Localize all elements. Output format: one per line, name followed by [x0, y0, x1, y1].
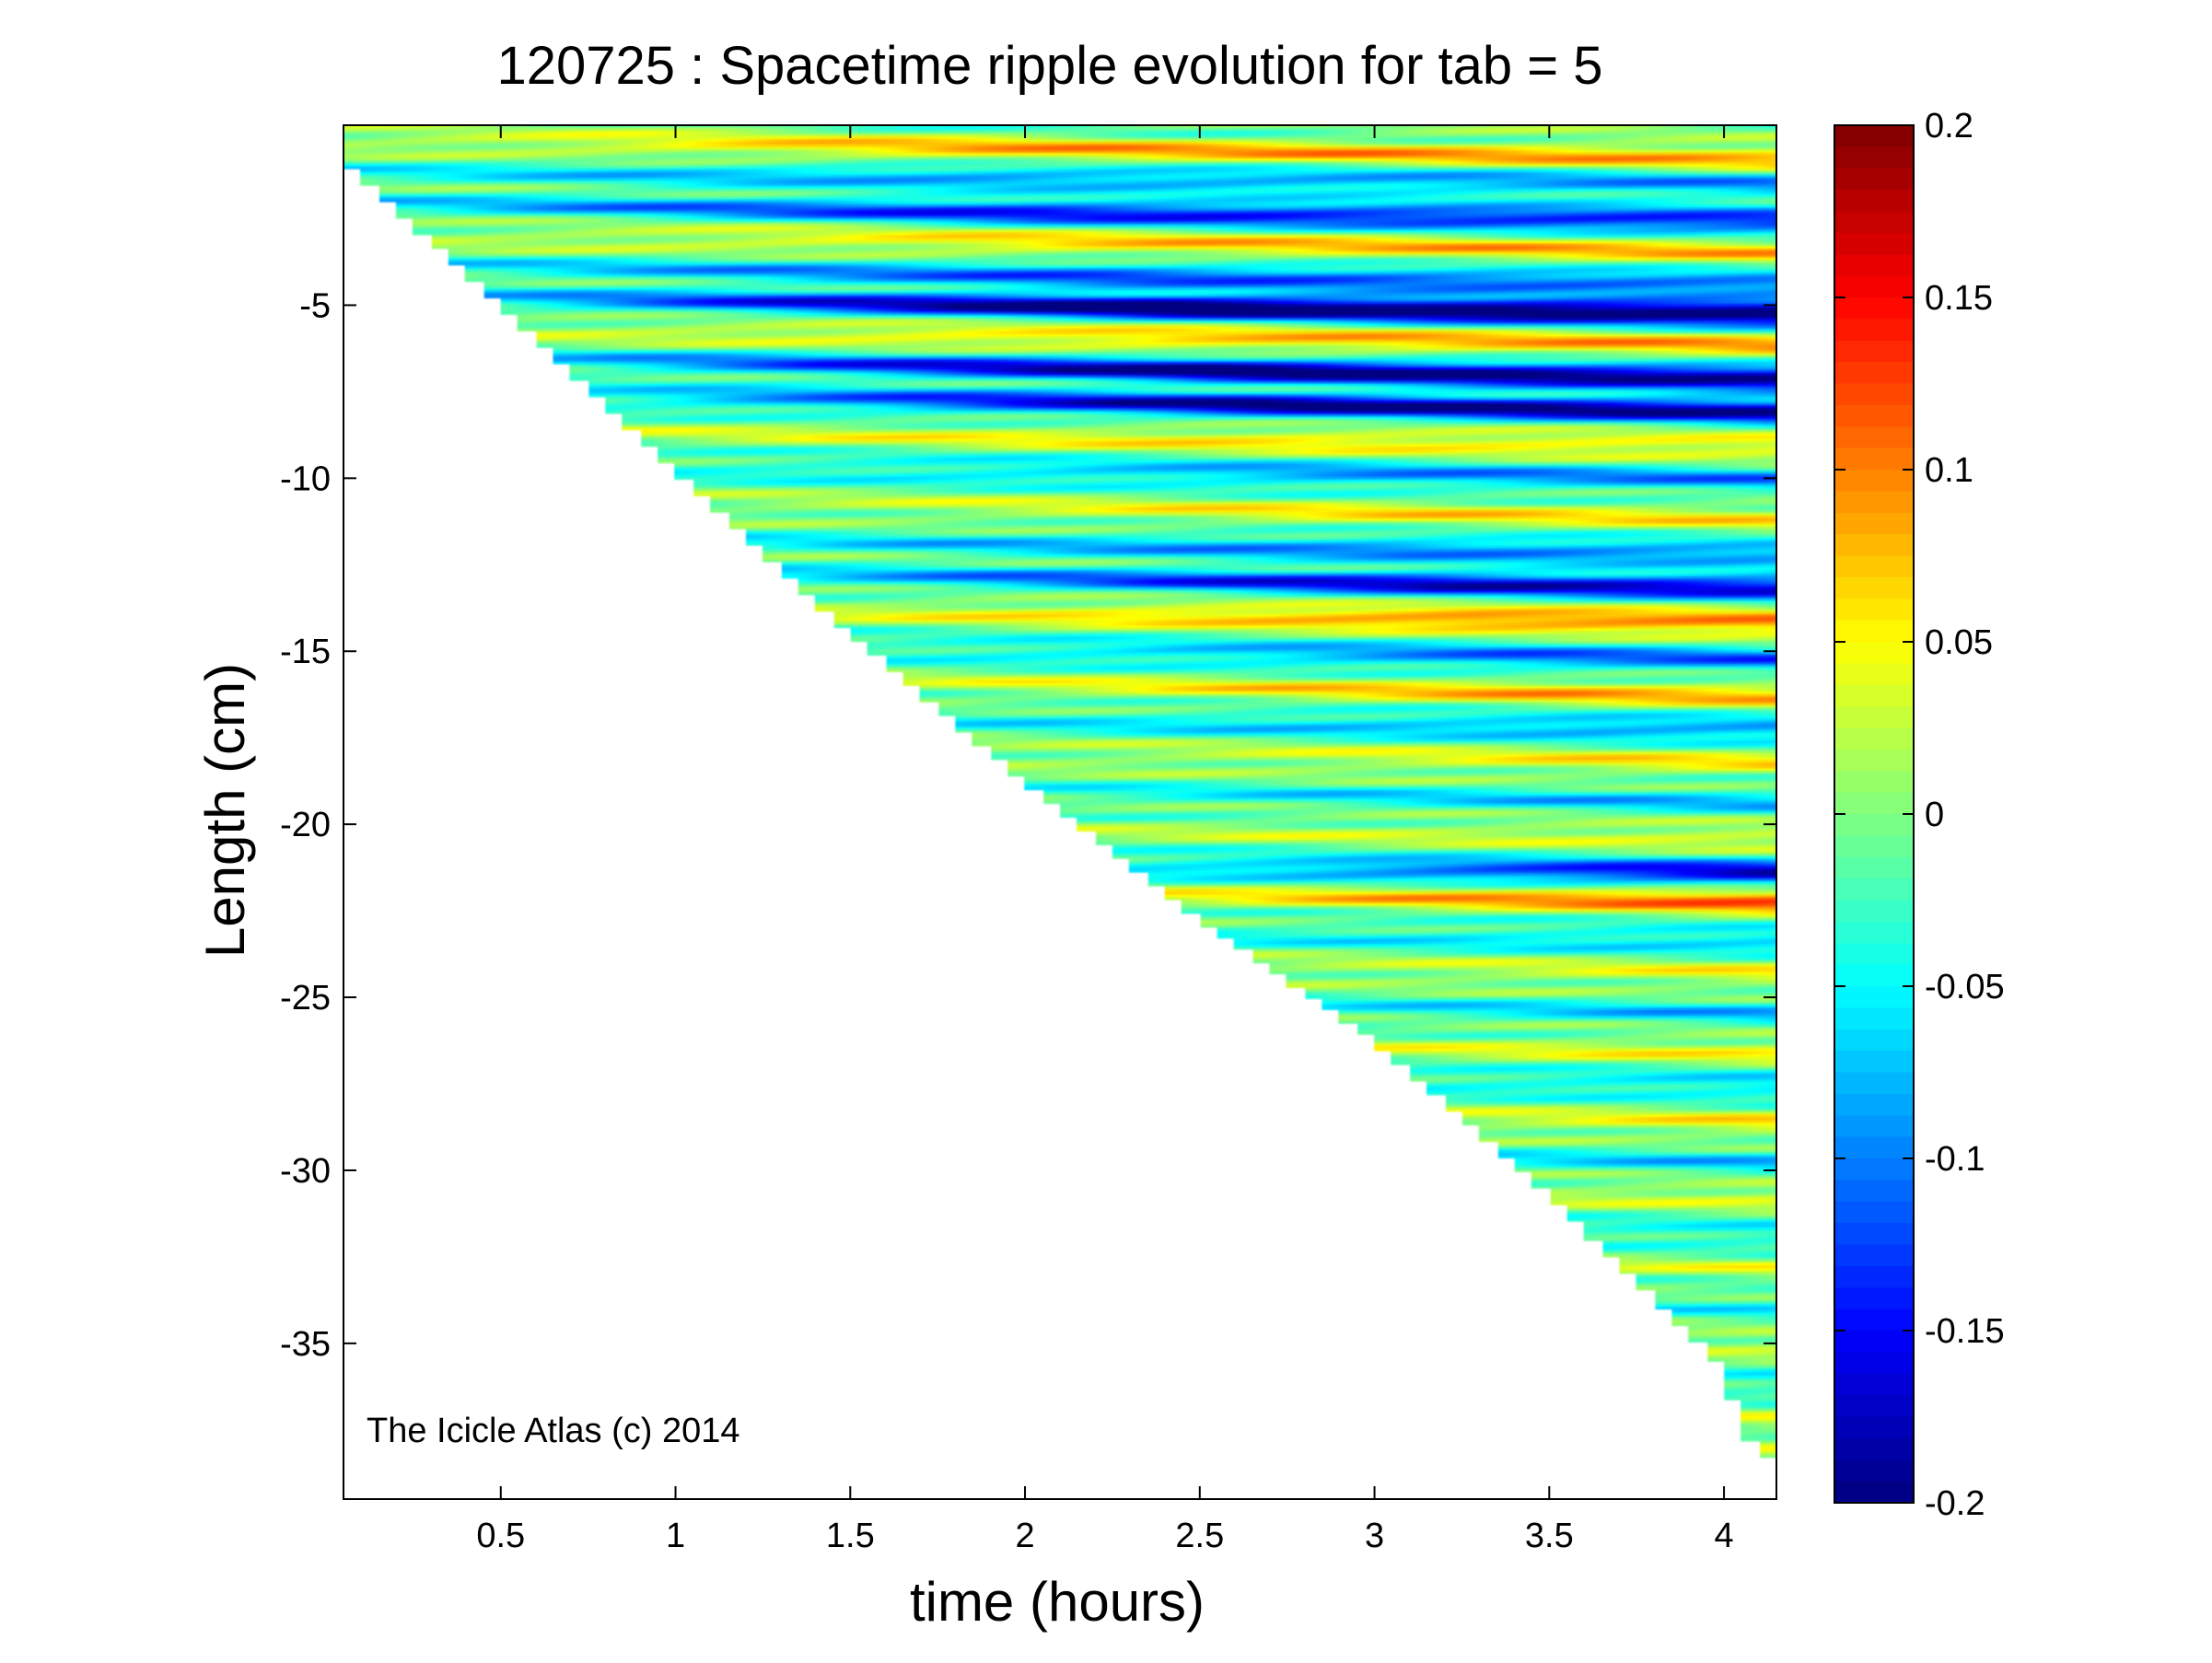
colorbar-gradient	[1834, 125, 1914, 1503]
colorbar-tick-label: 0.1	[1925, 451, 1973, 490]
x-tick-label: 2	[1015, 1517, 1034, 1555]
y-tick-label: -15	[280, 633, 331, 671]
plot-frame	[343, 124, 1777, 1500]
y-tick-label: -35	[280, 1325, 331, 1364]
colorbar-tick-label: 0	[1925, 796, 1944, 834]
colorbar: 0.2 0.15 0.1 0.05 0 -0.05 -0.1 -0.15 -0.2	[1834, 107, 2005, 1523]
heatmap-image	[343, 125, 1776, 1499]
x-tick-label: 1	[666, 1517, 685, 1555]
x-tick-label: 0.5	[476, 1517, 525, 1555]
x-tick-label: 2.5	[1175, 1517, 1224, 1555]
colorbar-tick-label: 0.05	[1925, 623, 1993, 662]
y-tick-label: -20	[280, 806, 331, 844]
colorbar-tick-label: -0.15	[1925, 1312, 2005, 1351]
colorbar-tick-label: -0.2	[1925, 1484, 1985, 1523]
x-tick-label: 3.5	[1525, 1517, 1574, 1555]
x-axis: 0.5 1 1.5 2 2.5 3 3.5 4	[476, 125, 1734, 1555]
copyright-annotation: The Icicle Atlas (c) 2014	[367, 1412, 740, 1450]
y-axis-label: Length (cm)	[194, 663, 256, 958]
y-tick-label: -25	[280, 979, 331, 1018]
colorbar-ticks: 0.2 0.15 0.1 0.05 0 -0.05 -0.1 -0.15 -0.2	[1834, 107, 2005, 1523]
x-axis-label: time (hours)	[910, 1571, 1205, 1633]
plot-area	[343, 124, 1777, 1500]
colorbar-tick-label: 0.15	[1925, 279, 1993, 318]
colorbar-tick-label: -0.05	[1925, 968, 2005, 1006]
x-tick-label: 1.5	[826, 1517, 875, 1555]
y-tick-label: -30	[280, 1152, 331, 1191]
chart-title: 120725 : Spacetime ripple evolution for …	[496, 36, 1602, 96]
y-axis: -5 -10 -15 -20 -25 -30 -35	[280, 286, 1776, 1364]
colorbar-tick-label: -0.1	[1925, 1140, 1985, 1179]
x-tick-label: 4	[1715, 1517, 1734, 1555]
colorbar-tick-label: 0.2	[1925, 107, 1973, 145]
x-tick-label: 3	[1365, 1517, 1384, 1555]
y-tick-label: -10	[280, 459, 331, 498]
y-tick-label: -5	[299, 286, 331, 325]
